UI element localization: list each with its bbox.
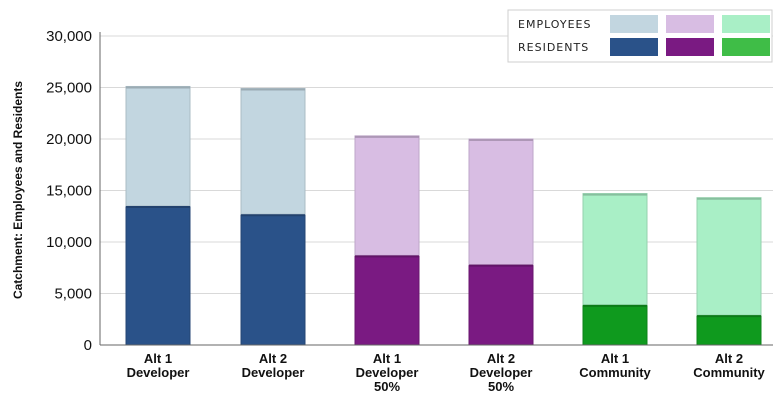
y-tick-label: 0 [84,337,92,354]
x-category-label: Alt 1 Developer 50% [356,351,419,394]
y-tick-label: 5,000 [54,286,92,303]
bar-residents [240,213,306,346]
legend-label: EMPLOYEES [518,18,591,31]
x-category-label: Alt 1 Community [579,351,651,380]
x-category-label-line: Developer [242,365,305,380]
x-category-label: Alt 2 Community [693,351,765,380]
bar-employees [468,138,534,266]
bars [125,85,762,346]
bar-residents [125,205,191,346]
bar-residents [696,314,762,346]
x-category-label-line: Developer [470,365,533,380]
bar-residents [468,264,534,346]
bar-employees [582,193,648,306]
y-tick-label: 10,000 [46,234,92,251]
legend-swatch [610,15,658,33]
legend-swatch [666,38,714,56]
legend: EMPLOYEES RESIDENTS [507,9,773,63]
y-tick-labels: 0 5,000 10,000 15,000 20,000 25,000 30,000 [46,28,92,354]
y-tick-label: 25,000 [46,80,92,97]
legend-swatch [666,15,714,33]
axes [99,32,773,346]
x-category-label-line: 50% [374,379,400,394]
bar-residents [582,304,648,346]
bar-employees [354,135,420,256]
x-category-label-line: Community [579,365,651,380]
x-category-label-line: Alt 1 [373,351,401,366]
legend-swatch [722,15,770,33]
x-category-label: Alt 1 Developer [127,351,190,380]
gridlines [100,35,773,294]
bar-employees [125,85,191,207]
x-category-label: Alt 2 Developer 50% [470,351,533,394]
legend-swatch [610,38,658,56]
x-category-label-line: Developer [127,365,190,380]
x-category-label: Alt 2 Developer [242,351,305,380]
x-category-label-line: Alt 2 [715,351,743,366]
y-tick-label: 15,000 [46,183,92,200]
y-axis-label: Catchment: Employees and Residents [11,81,25,299]
bar-employees [696,197,762,316]
x-category-label-line: Alt 2 [487,351,515,366]
x-category-label-line: 50% [488,379,514,394]
x-category-label-line: Alt 1 [601,351,629,366]
bar-residents [354,254,420,346]
x-category-label-line: Alt 1 [144,351,172,366]
legend-swatch [722,38,770,56]
x-category-label-line: Developer [356,365,419,380]
y-tick-label: 30,000 [46,28,92,45]
x-category-label-line: Community [693,365,765,380]
x-category-label-line: Alt 2 [259,351,287,366]
y-tick-label: 20,000 [46,131,92,148]
legend-label: RESIDENTS [518,41,589,54]
bar-employees [240,88,306,215]
